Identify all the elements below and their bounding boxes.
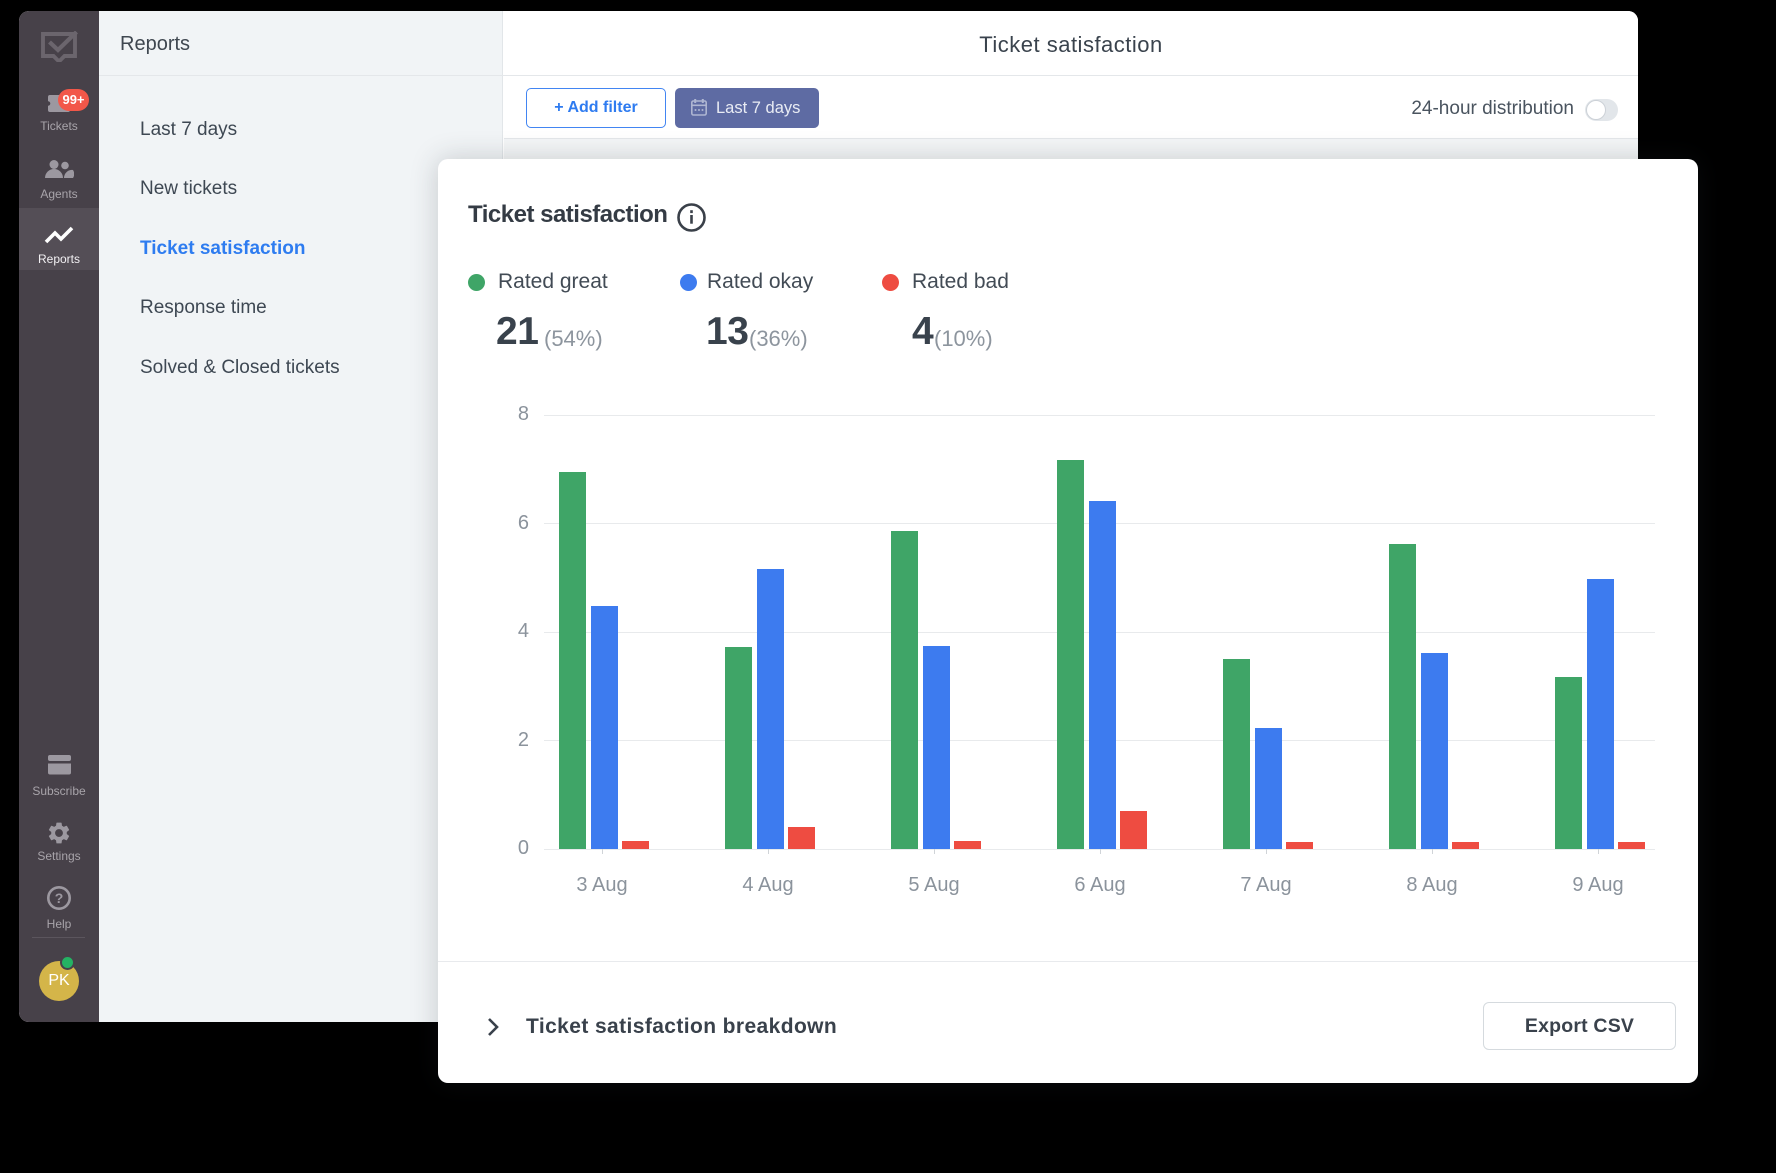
svg-text:?: ? <box>55 890 64 906</box>
